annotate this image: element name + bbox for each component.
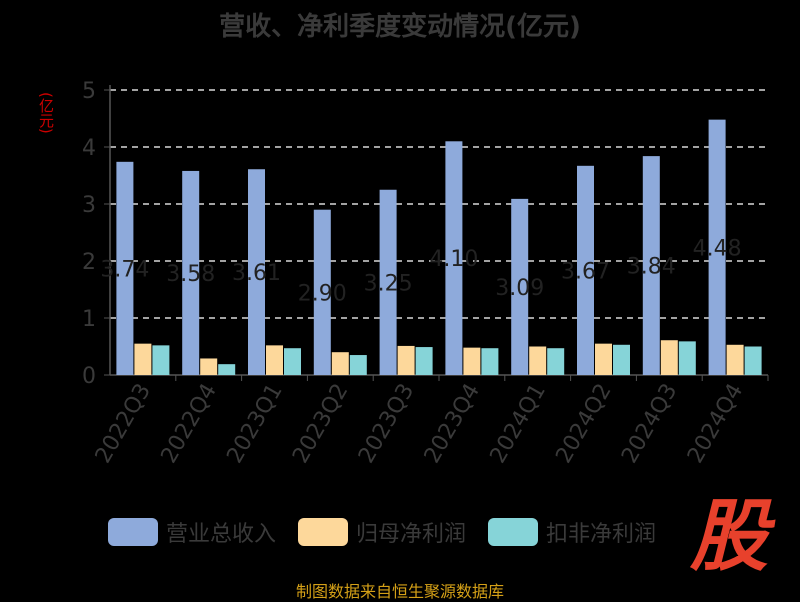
y-tick-label: 4 [82, 136, 96, 161]
x-tick-label: 2023Q4 [420, 380, 485, 468]
legend-swatch-revenue [108, 518, 158, 546]
data-label-revenue: 3.67 [561, 259, 610, 284]
x-tick-label: 2024Q1 [486, 380, 551, 468]
bar-parent-net-profit [266, 345, 283, 375]
legend-item-deducted-net-profit[interactable]: 扣非净利润 [488, 516, 656, 548]
legend-label-deducted-net-profit: 扣非净利润 [546, 522, 657, 547]
data-label-revenue: 3.58 [166, 262, 215, 287]
x-tick-label: 2023Q1 [222, 380, 287, 468]
legend-swatch-parent-net-profit [298, 518, 349, 546]
bar-revenue [116, 161, 134, 375]
bar-parent-net-profit [134, 343, 152, 375]
legend-label-parent-net-profit: 归母净利润 [356, 522, 467, 547]
x-tick-label: 2024Q4 [683, 380, 748, 468]
bar-parent-net-profit [397, 345, 415, 375]
data-label-revenue: 3.74 [100, 257, 149, 282]
y-tick-label: 0 [82, 364, 96, 389]
data-label-revenue: 3.84 [627, 255, 676, 280]
bar-parent-net-profit [529, 346, 547, 375]
x-tick-label: 2023Q2 [288, 380, 353, 468]
legend-item-revenue[interactable]: 营业总收入 [108, 516, 276, 548]
bar-revenue [379, 189, 397, 375]
chart-title: 营收、净利季度变动情况(亿元) [219, 12, 581, 42]
bar-deducted-net-profit [744, 346, 762, 375]
data-label-revenue: 4.48 [693, 236, 742, 261]
x-tick-label: 2024Q3 [617, 380, 682, 468]
y-tick-label: 1 [82, 307, 96, 332]
data-label-revenue: 2.90 [298, 281, 347, 306]
data-label-revenue: 3.25 [364, 271, 413, 296]
legend-swatch-deducted-net-profit [488, 518, 539, 546]
logo: 股 [690, 491, 769, 582]
x-tick-label: 2022Q3 [91, 380, 156, 468]
x-tick-label: 2023Q3 [354, 380, 419, 468]
bar-deducted-net-profit [678, 341, 696, 375]
y-tick-label: 5 [82, 79, 96, 104]
y-tick-label: 2 [82, 250, 96, 275]
bar-revenue [313, 209, 331, 375]
bar-revenue [248, 169, 265, 375]
data-label-revenue: 4.10 [429, 247, 478, 272]
y-unit-label: (亿元) [37, 92, 55, 134]
legend-item-parent-net-profit[interactable]: 归母净利润 [298, 516, 466, 548]
bar-deducted-net-profit [152, 345, 170, 375]
bar-parent-net-profit [726, 344, 744, 375]
bar-parent-net-profit [331, 352, 349, 375]
legend-label-revenue: 营业总收入 [166, 522, 277, 547]
x-tick-label: 2022Q4 [157, 380, 222, 468]
bar-revenue [182, 170, 200, 375]
bar-deducted-net-profit [415, 347, 433, 375]
data-label-revenue: 3.61 [232, 261, 281, 286]
bar-revenue [708, 119, 726, 375]
bar-parent-net-profit [660, 340, 678, 375]
x-tick-label: 2024Q2 [551, 380, 616, 468]
bar-deducted-net-profit [613, 344, 630, 375]
bar-deducted-net-profit [284, 348, 301, 375]
data-label-revenue: 3.09 [495, 276, 544, 301]
bar-deducted-net-profit [481, 348, 499, 375]
bar-deducted-net-profit [218, 364, 236, 375]
bar-revenue [445, 141, 463, 375]
bar-parent-net-profit [595, 343, 612, 375]
bar-revenue [511, 198, 529, 375]
bar-revenue [577, 165, 594, 375]
source-note: 制图数据来自恒生聚源数据库 [295, 582, 504, 601]
bar-parent-net-profit [200, 358, 218, 375]
bar-parent-net-profit [463, 347, 481, 375]
legend: 营业总收入 归母净利润 扣非净利润 [108, 516, 656, 548]
bar-deducted-net-profit [349, 355, 367, 375]
y-tick-label: 3 [82, 193, 96, 218]
bar-revenue [642, 156, 660, 375]
bar-deducted-net-profit [547, 348, 565, 375]
